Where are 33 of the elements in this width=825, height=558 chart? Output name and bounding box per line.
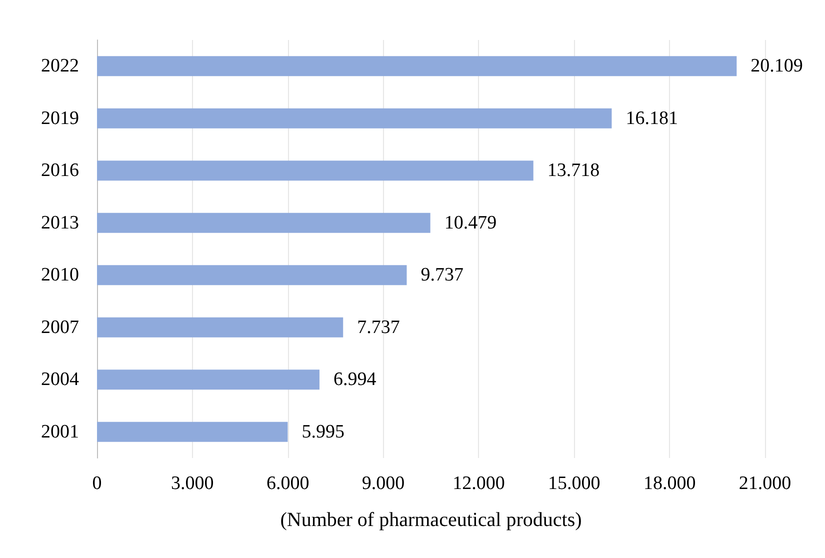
bar bbox=[97, 317, 344, 338]
x-axis-title: (Number of pharmaceutical products) bbox=[280, 509, 582, 531]
y-tick-label: 2019 bbox=[41, 108, 79, 129]
x-tick-label: 0 bbox=[92, 473, 102, 494]
data-label: 9.737 bbox=[420, 264, 464, 286]
x-tick-label: 6.000 bbox=[266, 473, 310, 494]
y-tick-label: 2001 bbox=[41, 421, 79, 442]
y-tick-label: 2022 bbox=[41, 56, 79, 77]
y-tick-label: 2007 bbox=[41, 316, 79, 338]
x-tick-label: 12.000 bbox=[452, 473, 505, 494]
bar bbox=[97, 370, 320, 390]
x-tick-label: 15.000 bbox=[548, 473, 600, 494]
y-tick-label: 2013 bbox=[41, 212, 79, 234]
data-label: 16.181 bbox=[626, 108, 678, 129]
y-tick-label: 2016 bbox=[41, 160, 79, 182]
data-label: 5.995 bbox=[302, 421, 344, 442]
data-label: 20.109 bbox=[750, 56, 803, 77]
y-tick-label: 2010 bbox=[41, 264, 79, 286]
data-label: 13.718 bbox=[547, 160, 600, 182]
bar bbox=[97, 265, 407, 286]
data-label: 6.994 bbox=[333, 369, 377, 390]
bar bbox=[97, 56, 737, 76]
x-tick-label: 3.000 bbox=[171, 473, 214, 494]
x-tick-label: 18.000 bbox=[643, 473, 696, 494]
data-label: 7.737 bbox=[357, 316, 400, 338]
bar bbox=[97, 160, 534, 181]
x-tick-label: 9.000 bbox=[362, 473, 405, 494]
bar bbox=[97, 422, 288, 442]
y-tick-label: 2004 bbox=[41, 369, 80, 390]
x-tick-label: 21.000 bbox=[738, 473, 792, 494]
bar bbox=[97, 108, 612, 128]
bar bbox=[97, 212, 430, 233]
data-label: 10.479 bbox=[444, 212, 497, 234]
